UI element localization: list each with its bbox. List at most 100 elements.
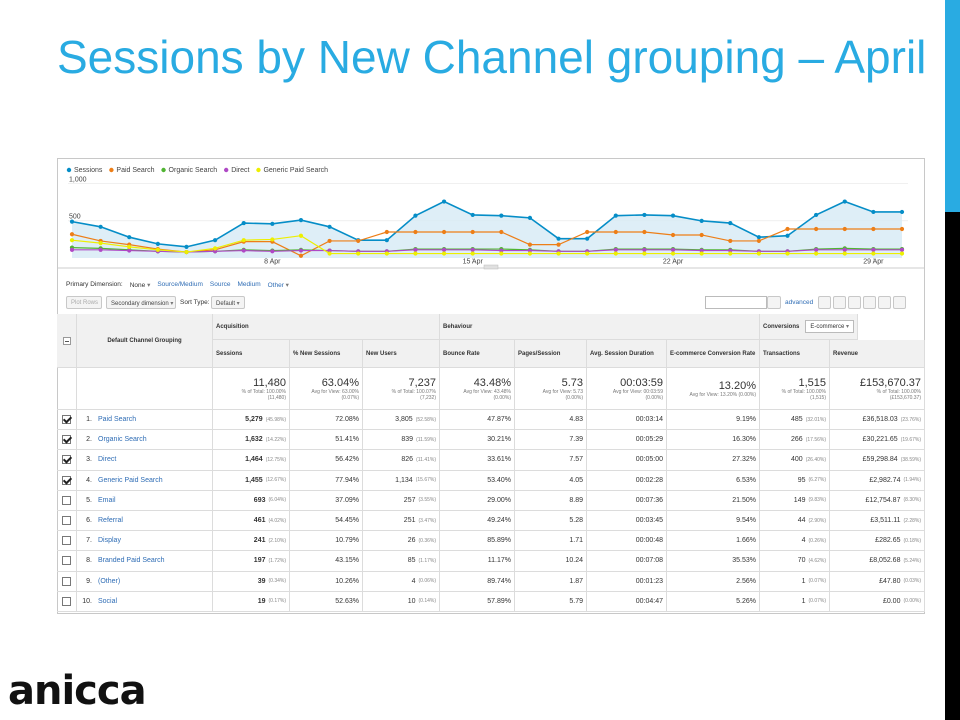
search-box[interactable] [705,296,767,309]
dimension-option[interactable]: Source/Medium [157,281,203,288]
data-cell: 49.24% [440,511,515,532]
point [270,221,275,226]
view-icon[interactable] [878,296,891,309]
row-name[interactable]: Display [98,537,121,545]
data-cell: £30,221.65 (19.67%) [830,430,925,451]
column-header[interactable]: Sessions [213,340,290,368]
row-name[interactable]: Direct [98,456,117,464]
cell-share: (32.01%) [805,416,826,423]
row-checkbox[interactable] [62,415,71,425]
dimension-option[interactable]: Other [268,281,289,291]
row-name[interactable]: Referral [98,517,123,525]
cell-share: (6.04%) [268,497,286,504]
row-name[interactable]: Paid Search [98,416,137,424]
row-select-cell [57,450,77,471]
cell-value: 00:01:23 [635,577,663,585]
point [699,248,704,253]
row-checkbox[interactable] [62,536,71,546]
row-checkbox[interactable] [62,576,71,586]
cell-value: 257 [403,496,416,504]
resize-handle [483,264,499,270]
legend-dot [256,167,261,173]
point [98,224,103,229]
point [613,213,618,218]
row-checkbox[interactable] [62,556,71,566]
data-cell: £12,754.87 (8.30%) [830,490,925,511]
total-cell: 5.73 Avg for View: 5.73 (0.00%) [515,368,587,410]
total-value: 00:03:59 [620,376,663,389]
row-name[interactable]: Generic Paid Search [98,476,163,484]
point [613,247,618,252]
row-name[interactable]: Branded Paid Search [98,557,165,565]
point [241,248,246,253]
point [756,235,761,240]
x-tick-label: 8 Apr [264,258,281,265]
cell-value: 4 [801,537,806,545]
total-note: Avg for View: 00:03:59 [612,388,663,395]
point [470,251,475,256]
row-checkbox[interactable] [62,435,71,445]
row-name-cell: 3. Direct [77,450,213,471]
cell-share: (38.59%) [900,456,921,463]
row-checkbox[interactable] [62,475,71,485]
cell-value: 10.26% [335,577,359,585]
data-cell: 19 (0.17%) [213,591,290,612]
column-header[interactable]: Revenue [830,340,925,368]
point [814,247,819,252]
cell-value: 44 [797,517,806,525]
row-select-cell [57,470,77,491]
column-header[interactable]: Bounce Rate [440,340,515,368]
row-checkbox[interactable] [62,495,71,505]
row-name[interactable]: Email [98,496,116,504]
point [69,232,75,237]
point [298,218,304,223]
point [871,251,876,256]
total-note: % of Total: 100.07% [391,388,436,395]
dimension-option[interactable]: Source [209,281,231,288]
dark-bar [945,212,960,720]
cell-value: £282.65 [875,537,901,545]
view-icon[interactable] [863,296,876,309]
view-icon[interactable] [818,296,831,309]
cell-value: 1,632 [245,436,263,444]
search-button[interactable] [767,296,781,309]
point [670,232,676,238]
group-header: Behaviour [440,314,760,340]
point [670,247,676,252]
cell-share: (12.75%) [265,456,286,463]
row-checkbox[interactable] [62,516,71,526]
data-cell: 70 (4.62%) [760,551,830,572]
cell-value: £0.00 [882,597,901,605]
row-checkbox[interactable] [62,455,71,465]
conversion-select[interactable]: E-commerce [805,320,855,333]
cell-value: 00:03:14 [635,416,663,424]
column-header[interactable]: New Users [363,340,440,368]
column-header[interactable]: Pages/Session [515,340,587,368]
data-cell: 5.26% [667,591,760,612]
view-icon[interactable] [848,296,861,309]
total-note: Avg for View: 5.73 [542,388,583,395]
row-name[interactable]: (Other) [98,577,121,585]
row-name-cell: 5. Email [77,490,213,511]
total-cell: 13.20% Avg for View: 13.20% (0.00%) [667,368,760,410]
point [642,229,647,235]
column-header[interactable]: Avg. Session Duration [587,340,667,368]
row-checkbox[interactable] [62,596,71,606]
advanced-link[interactable]: advanced [785,299,814,306]
dimension-option[interactable]: Medium [237,281,261,288]
point [441,199,447,204]
y-tick-label: 500 [69,214,81,221]
secondary-dimension-button[interactable]: Secondary dimension [106,296,176,309]
plot-rows-button[interactable]: Plot Rows [66,296,102,309]
row-name[interactable]: Social [98,597,118,605]
view-icon[interactable] [833,296,846,309]
group-label: Conversions [763,323,800,330]
column-header[interactable]: % New Sessions [290,340,363,368]
column-header[interactable]: Transactions [760,340,830,368]
sort-button[interactable]: Default [211,296,245,309]
row-name[interactable]: Organic Search [98,436,147,444]
column-header[interactable]: E-commerce Conversion Rate [667,340,760,368]
point [69,247,75,252]
view-icon[interactable] [893,296,906,309]
